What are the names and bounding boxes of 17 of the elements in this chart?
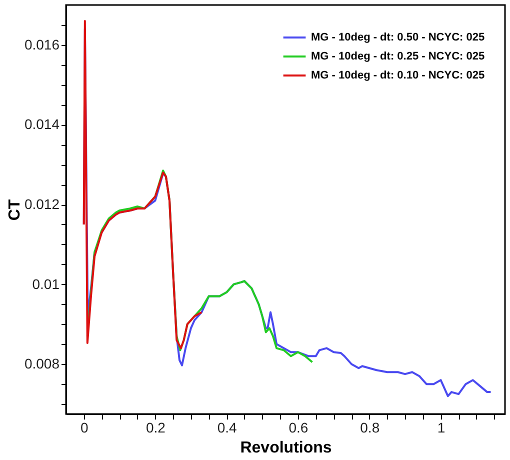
legend-label: MG - 10deg - dt: 0.25 - NCYC: 025 <box>311 50 485 62</box>
y-tick-label: 0.008 <box>24 356 60 372</box>
x-tick-label: 0.4 <box>217 420 238 436</box>
x-tick-label: 0.8 <box>360 420 380 436</box>
y-tick-label: 0.014 <box>24 116 60 132</box>
line-series <box>82 20 203 350</box>
x-axis-title: Revolutions <box>240 440 332 456</box>
y-tick-label: 0.01 <box>32 276 60 292</box>
x-tick-label: 0 <box>80 420 88 436</box>
x-tick-label: 1 <box>437 420 446 436</box>
legend-label: MG - 10deg - dt: 0.50 - NCYC: 025 <box>311 32 485 44</box>
x-tick-label: 0.6 <box>288 420 308 436</box>
legend-label: MG - 10deg - dt: 0.10 - NCYC: 025 <box>311 70 485 82</box>
y-tick-label: 0.012 <box>24 196 60 212</box>
x-tick-label: 0.2 <box>146 420 166 436</box>
y-axis-title: CT <box>6 199 24 221</box>
y-tick-label: 0.016 <box>24 36 60 52</box>
